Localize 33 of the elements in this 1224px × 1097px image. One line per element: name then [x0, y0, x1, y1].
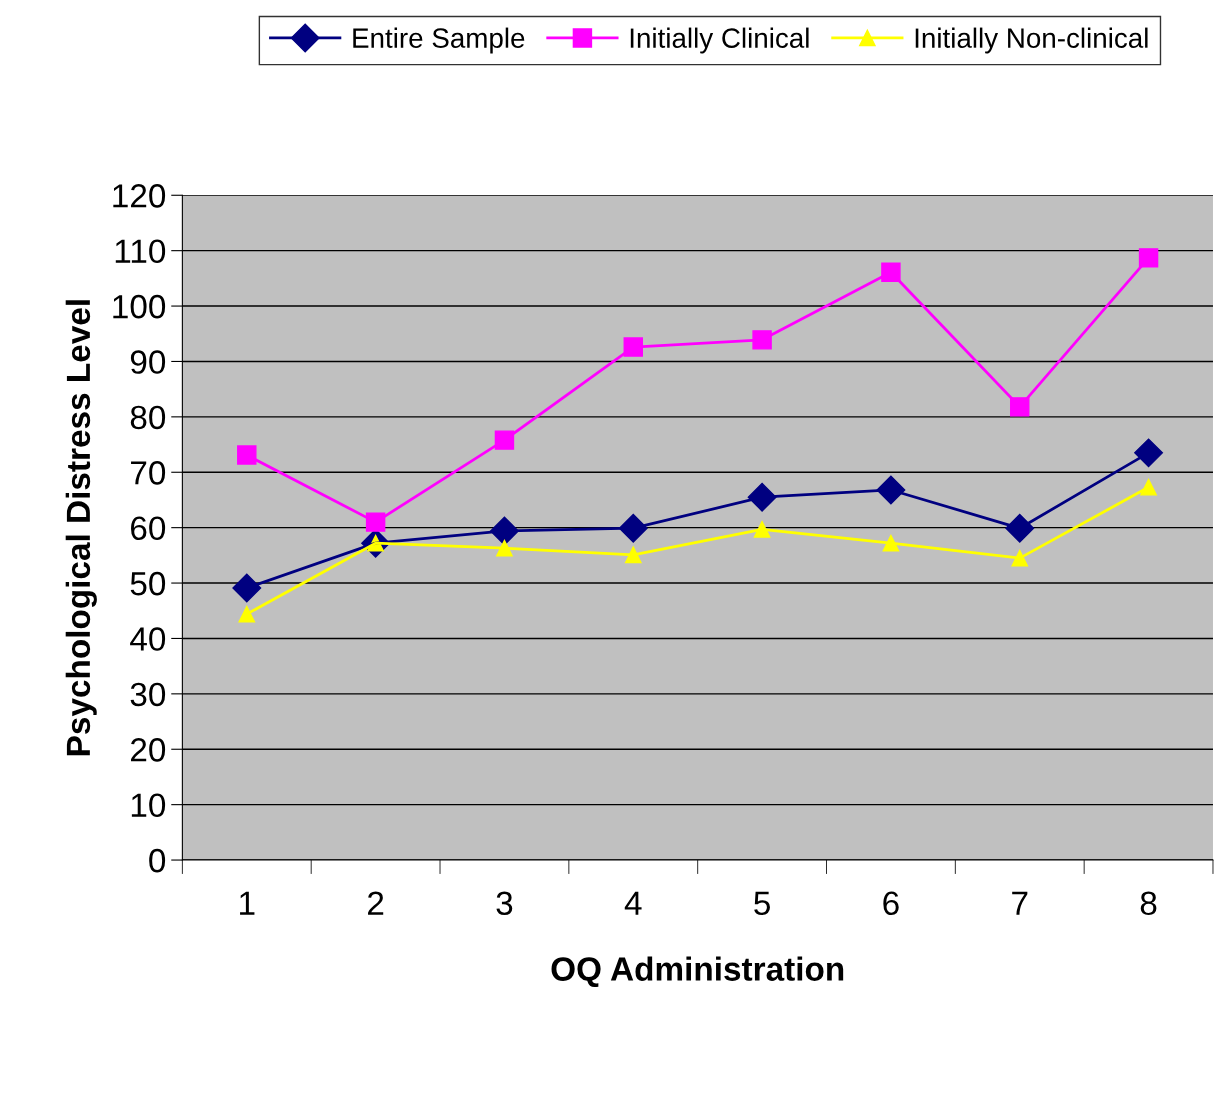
point [1140, 478, 1157, 496]
y-tick-label: 20 [131, 738, 166, 762]
y-tick-label: 80 [130, 405, 166, 430]
x-tick-label: 6 [883, 891, 899, 916]
legend-label: Initially Non-clinical [915, 27, 1148, 54]
x-tick-label: 2 [368, 891, 384, 915]
point [882, 534, 900, 552]
point [237, 445, 257, 465]
x-tick-label: 1 [240, 891, 255, 915]
y-tick-label: 60 [131, 516, 166, 541]
x-axis-title: OQ Administration [551, 956, 844, 988]
y-tick-label: 40 [130, 627, 166, 651]
y-tick-label: 120 [113, 184, 166, 208]
point [752, 330, 772, 350]
y-axis-title: Psychological Distress Level [65, 300, 97, 756]
y-tick-label: 90 [130, 350, 166, 374]
y-tick-label: 100 [113, 294, 166, 319]
y-tick-label: 10 [131, 793, 166, 818]
y-tick-label: 0 [149, 848, 166, 873]
x-tick-label: 8 [1140, 891, 1157, 916]
x-tick-label: 3 [496, 891, 513, 916]
x-tick-label: 4 [624, 891, 642, 915]
y-tick-label: 50 [130, 571, 166, 596]
point [1134, 438, 1164, 468]
x-tick-label: 7 [1012, 891, 1028, 915]
y-tick-label: 110 [115, 239, 166, 264]
point [1138, 248, 1159, 268]
y-tick-label: 30 [130, 682, 166, 707]
y-tick-label: 70 [131, 461, 166, 485]
legend-label: Entire Sample [353, 27, 525, 54]
point [238, 605, 256, 623]
x-tick-label: 5 [754, 891, 770, 916]
legend-label: Initially Clinical [630, 27, 809, 54]
